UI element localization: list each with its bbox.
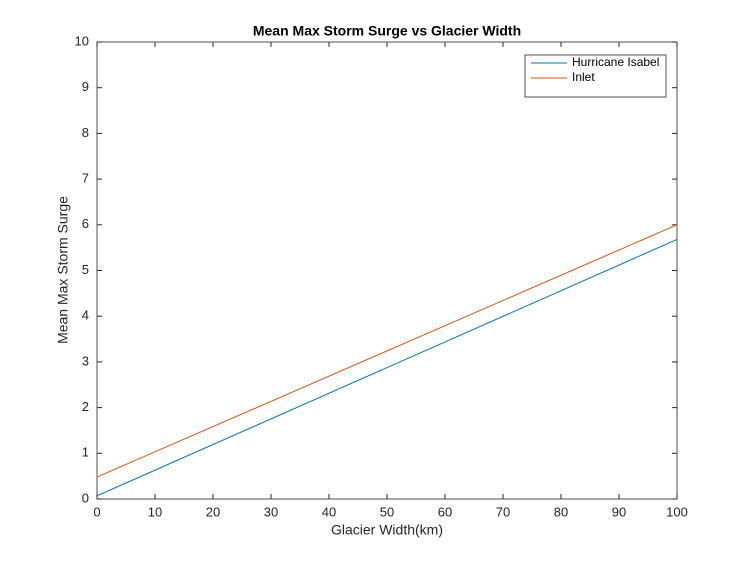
y-tick-label: 1 xyxy=(82,445,89,460)
legend-box xyxy=(524,54,667,98)
legend-label: Inlet xyxy=(572,70,595,84)
x-axis-label: Glacier Width(km) xyxy=(331,522,443,538)
x-tick-label: 20 xyxy=(206,504,220,519)
y-axis-label: Mean Max Storm Surge xyxy=(55,196,71,344)
x-tick-label: 90 xyxy=(612,504,626,519)
y-tick-label: 5 xyxy=(82,262,89,277)
y-tick-label: 4 xyxy=(82,308,89,323)
x-tick-label: 0 xyxy=(93,504,100,519)
y-tick-label: 0 xyxy=(82,490,89,505)
y-tick-label: 8 xyxy=(82,125,89,140)
x-tick-label: 60 xyxy=(438,504,452,519)
y-tick-label: 7 xyxy=(82,171,89,186)
x-tick-label: 70 xyxy=(496,504,510,519)
x-tick-label: 30 xyxy=(264,504,278,519)
chart-title: Mean Max Storm Surge vs Glacier Width xyxy=(253,23,521,39)
plot-area xyxy=(96,41,678,500)
x-tick-label: 40 xyxy=(322,504,336,519)
x-tick-label: 50 xyxy=(380,504,394,519)
y-tick-label: 10 xyxy=(75,33,89,48)
y-tick-label: 9 xyxy=(82,79,89,94)
series-line xyxy=(96,238,678,497)
legend-label: Hurricane Isabel xyxy=(572,55,659,69)
y-tick-label: 6 xyxy=(82,216,89,231)
x-tick-label: 80 xyxy=(554,504,568,519)
series-line xyxy=(96,224,678,478)
x-tick-label: 10 xyxy=(148,504,162,519)
y-tick-label: 2 xyxy=(82,399,89,414)
y-tick-label: 3 xyxy=(82,353,89,368)
x-tick-label: 100 xyxy=(666,504,688,519)
